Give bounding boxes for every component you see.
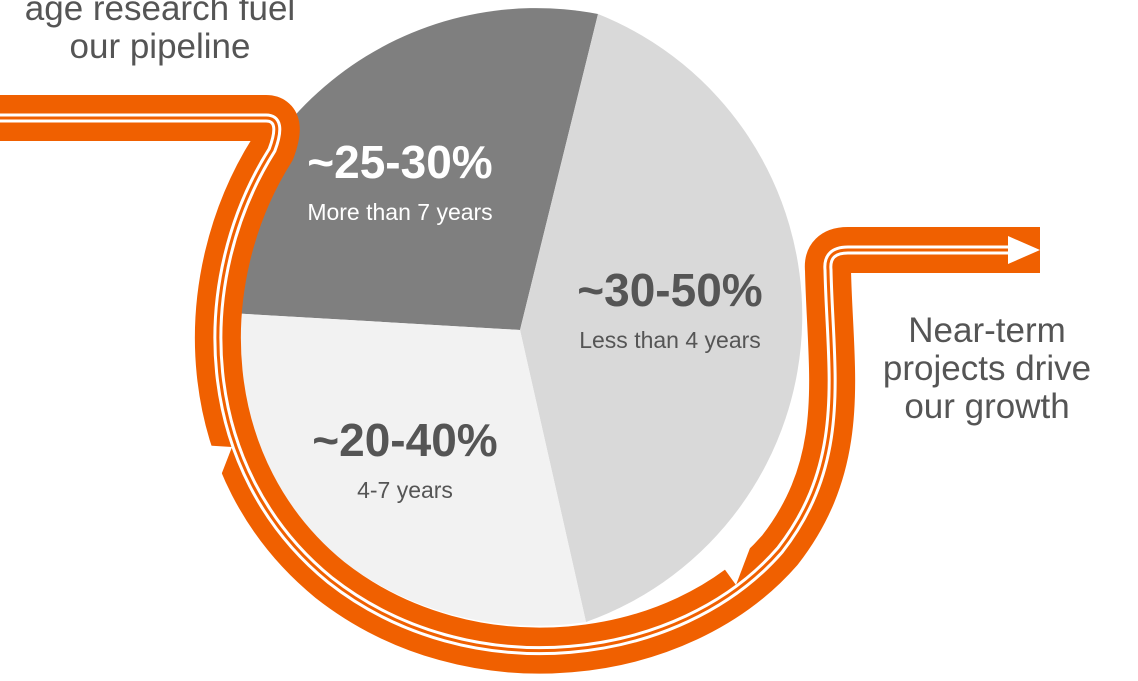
slice-label-mid: Less than 4 years bbox=[579, 327, 761, 353]
arrow-right-icon bbox=[1008, 236, 1040, 264]
arrow-down-icon bbox=[200, 445, 232, 478]
slice-less-than-4-years bbox=[520, 14, 803, 622]
slice-percent-mid: ~30-50% bbox=[577, 264, 763, 316]
slice-label-dark: More than 7 years bbox=[307, 199, 493, 225]
slice-more-than-7-years bbox=[212, 8, 598, 330]
slice-label-light: 4-7 years bbox=[357, 477, 453, 503]
slice-percent-dark: ~25-30% bbox=[307, 136, 493, 188]
right-caption: Near-term projects drive our growth bbox=[882, 311, 1092, 426]
flow-center-line bbox=[0, 116, 1010, 653]
arrow-right-icon bbox=[718, 548, 750, 585]
slice-4-7-years bbox=[212, 312, 586, 626]
left-caption: age research fuel our pipeline bbox=[24, 0, 296, 66]
slice-percent-light: ~20-40% bbox=[312, 414, 498, 466]
